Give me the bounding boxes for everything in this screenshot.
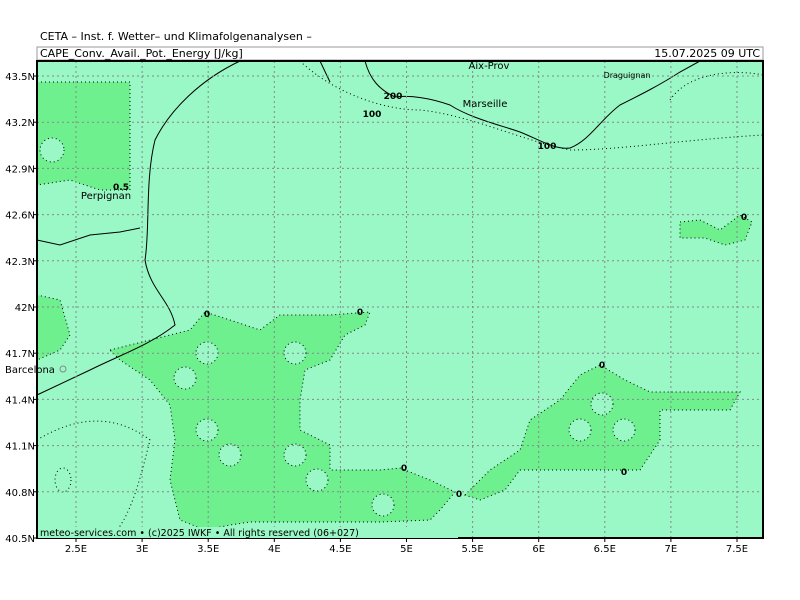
field-title: CAPE_Conv._Avail._Pot._Energy [J/kg] (40, 47, 243, 60)
cape-hole (173, 366, 197, 390)
map-area (36, 60, 764, 539)
lon-label: 7E (665, 544, 678, 555)
cape-hole (195, 418, 219, 442)
cape-hole (283, 443, 307, 467)
contour-label: 200 (384, 92, 403, 102)
lon-label: 5E (400, 544, 413, 555)
contour-label: 0 (741, 213, 747, 223)
city-marker (59, 365, 67, 373)
lat-label: 41.1N (5, 442, 35, 453)
lat-label: 41.4N (5, 395, 35, 406)
cape-area (109, 311, 456, 531)
cape-hole (283, 341, 307, 365)
contour-label: 100 (538, 142, 557, 152)
cape-hole (305, 468, 329, 492)
cape-hole (218, 443, 242, 467)
footer-bg (38, 527, 458, 538)
contour-label: 100 (363, 110, 382, 120)
grid (37, 61, 763, 538)
cape-hole (39, 137, 65, 163)
river (319, 60, 331, 83)
contour-label: 0.5 (113, 183, 129, 193)
lon-label: 4.5E (329, 544, 351, 555)
contour-line (669, 72, 764, 101)
lat-label: 42N (15, 303, 35, 314)
lat-label: 41.7N (5, 349, 35, 360)
coastline (36, 60, 241, 396)
lon-label: 5.5E (461, 544, 483, 555)
cape-area (36, 294, 71, 361)
lat-label: 43.5N (5, 72, 35, 83)
lon-label: 2.5E (65, 544, 87, 555)
place-label: Draguignan (604, 71, 651, 80)
contour-label: 0 (456, 490, 462, 500)
lat-label: 40.8N (5, 488, 35, 499)
lon-label: 3.5E (197, 544, 219, 555)
lat-label: 43.2N (5, 118, 35, 129)
cape-hole (590, 392, 614, 416)
place-label: Perpignan (81, 191, 131, 202)
place-label: Aix-Prov (469, 61, 510, 72)
lat-label: 42.9N (5, 164, 35, 175)
lon-label: 4E (268, 544, 281, 555)
place-label: Marseille (463, 99, 508, 110)
cape-area (679, 214, 753, 246)
contour-label: 0 (401, 464, 407, 474)
cape-hole (371, 493, 395, 517)
contour-label: 0 (599, 361, 605, 371)
lon-label: 7.5E (726, 544, 748, 555)
contour-label: 0 (204, 310, 210, 320)
contour-line (54, 467, 72, 493)
border (36, 227, 141, 246)
lon-label: 6.5E (594, 544, 616, 555)
lat-label: 42.6N (5, 211, 35, 222)
cape-hole (612, 418, 636, 442)
contour-label: 0 (357, 308, 363, 318)
lon-label: 3E (136, 544, 149, 555)
footer: meteo-services.com • (c)2025 IWKF • All … (40, 528, 359, 539)
valid-time: 15.07.2025 09 UTC (654, 47, 760, 60)
lon-label: 6E (532, 544, 545, 555)
contour-line (36, 420, 151, 539)
coastline (364, 60, 701, 149)
lat-label: 42.3N (5, 257, 35, 268)
lat-label: 40.5N (5, 534, 35, 545)
cape-area (36, 81, 131, 191)
contour-line (299, 60, 764, 151)
cape-area (464, 364, 741, 501)
model-title: CETA – Inst. f. Wetter– und Klimafolgena… (40, 30, 312, 43)
cape-hole (568, 418, 592, 442)
place-label: Barcelona (5, 365, 55, 376)
contour-label: 0 (621, 468, 627, 478)
